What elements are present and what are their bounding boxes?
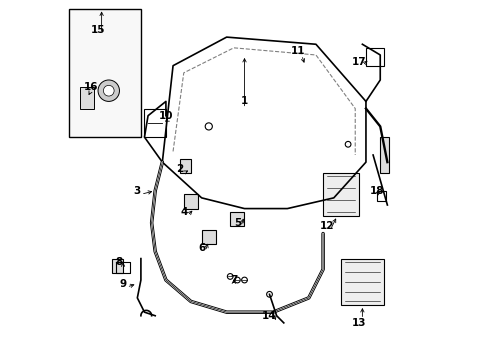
Bar xyxy=(112,258,123,273)
Text: 15: 15 xyxy=(91,25,105,35)
Text: 13: 13 xyxy=(351,318,366,328)
Bar xyxy=(201,230,216,244)
Text: 1: 1 xyxy=(241,96,247,107)
Bar xyxy=(180,158,190,173)
Text: 18: 18 xyxy=(368,186,383,196)
Bar xyxy=(183,194,198,208)
Bar xyxy=(365,48,383,66)
Bar xyxy=(69,9,141,137)
Bar xyxy=(376,191,385,202)
Text: 8: 8 xyxy=(116,257,123,267)
Bar xyxy=(230,212,244,226)
Circle shape xyxy=(98,80,119,102)
Text: 7: 7 xyxy=(230,275,237,285)
Text: 3: 3 xyxy=(133,186,141,196)
Bar xyxy=(340,258,383,305)
Bar xyxy=(80,87,94,109)
Text: 6: 6 xyxy=(198,243,205,253)
Text: 4: 4 xyxy=(180,207,187,217)
Text: 9: 9 xyxy=(119,279,126,289)
Circle shape xyxy=(103,85,114,96)
Text: 12: 12 xyxy=(319,221,333,231)
Bar xyxy=(380,137,388,173)
Text: 2: 2 xyxy=(176,164,183,174)
Text: 10: 10 xyxy=(158,111,173,121)
Bar xyxy=(144,109,165,137)
Text: 11: 11 xyxy=(290,46,305,57)
Text: 16: 16 xyxy=(83,82,98,92)
Text: 14: 14 xyxy=(262,311,276,321)
Bar xyxy=(323,173,358,216)
Text: 5: 5 xyxy=(233,218,241,228)
Text: 17: 17 xyxy=(351,57,366,67)
